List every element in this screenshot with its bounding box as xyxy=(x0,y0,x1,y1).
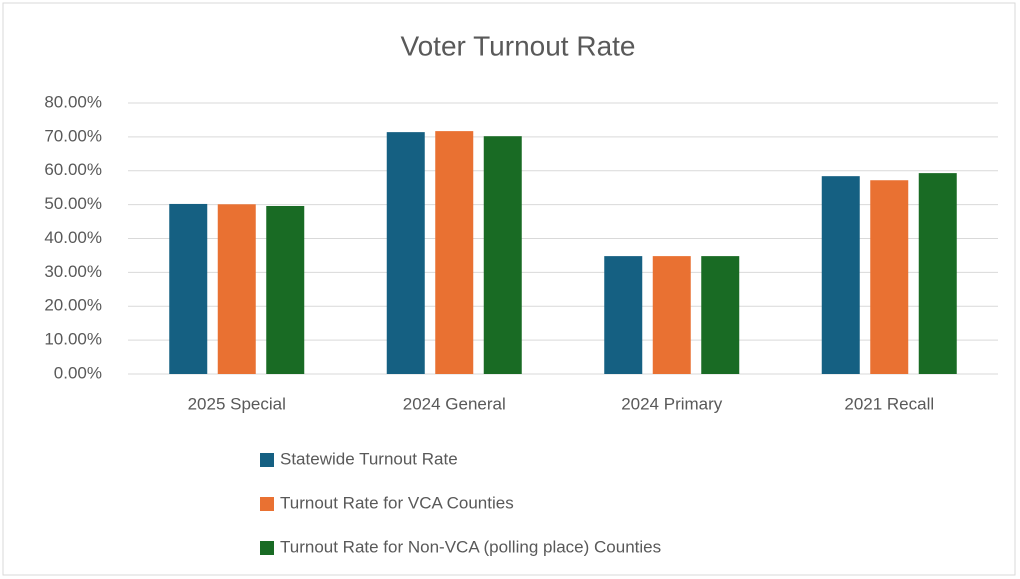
bar xyxy=(266,205,305,374)
bar xyxy=(483,136,522,374)
y-tick-label: 50.00% xyxy=(44,194,102,213)
legend-swatch xyxy=(260,497,274,511)
legend-swatch xyxy=(260,453,274,467)
legend-label: Statewide Turnout Rate xyxy=(280,449,458,468)
bar xyxy=(821,176,860,374)
x-tick-label: 2025 Special xyxy=(188,394,286,413)
x-tick-label: 2024 General xyxy=(403,394,506,413)
bar xyxy=(435,131,474,374)
legend-label: Turnout Rate for VCA Counties xyxy=(280,493,514,512)
y-tick-label: 60.00% xyxy=(44,160,102,179)
bar xyxy=(701,256,740,374)
x-tick-label: 2021 Recall xyxy=(844,394,934,413)
bar xyxy=(169,203,208,374)
chart-title: Voter Turnout Rate xyxy=(400,30,635,61)
y-tick-label: 70.00% xyxy=(44,126,102,145)
y-tick-label: 30.00% xyxy=(44,262,102,281)
bar xyxy=(652,256,691,374)
bar xyxy=(870,180,909,374)
y-tick-label: 0.00% xyxy=(54,363,102,382)
y-tick-label: 40.00% xyxy=(44,228,102,247)
y-tick-label: 80.00% xyxy=(44,92,102,111)
y-tick-label: 20.00% xyxy=(44,296,102,315)
bar xyxy=(386,132,425,374)
bar xyxy=(918,173,957,374)
bar xyxy=(604,256,643,374)
y-tick-label: 10.00% xyxy=(44,330,102,349)
legend-label: Turnout Rate for Non-VCA (polling place)… xyxy=(280,537,661,556)
bar xyxy=(217,204,256,374)
x-tick-label: 2024 Primary xyxy=(621,394,723,413)
legend-swatch xyxy=(260,541,274,555)
